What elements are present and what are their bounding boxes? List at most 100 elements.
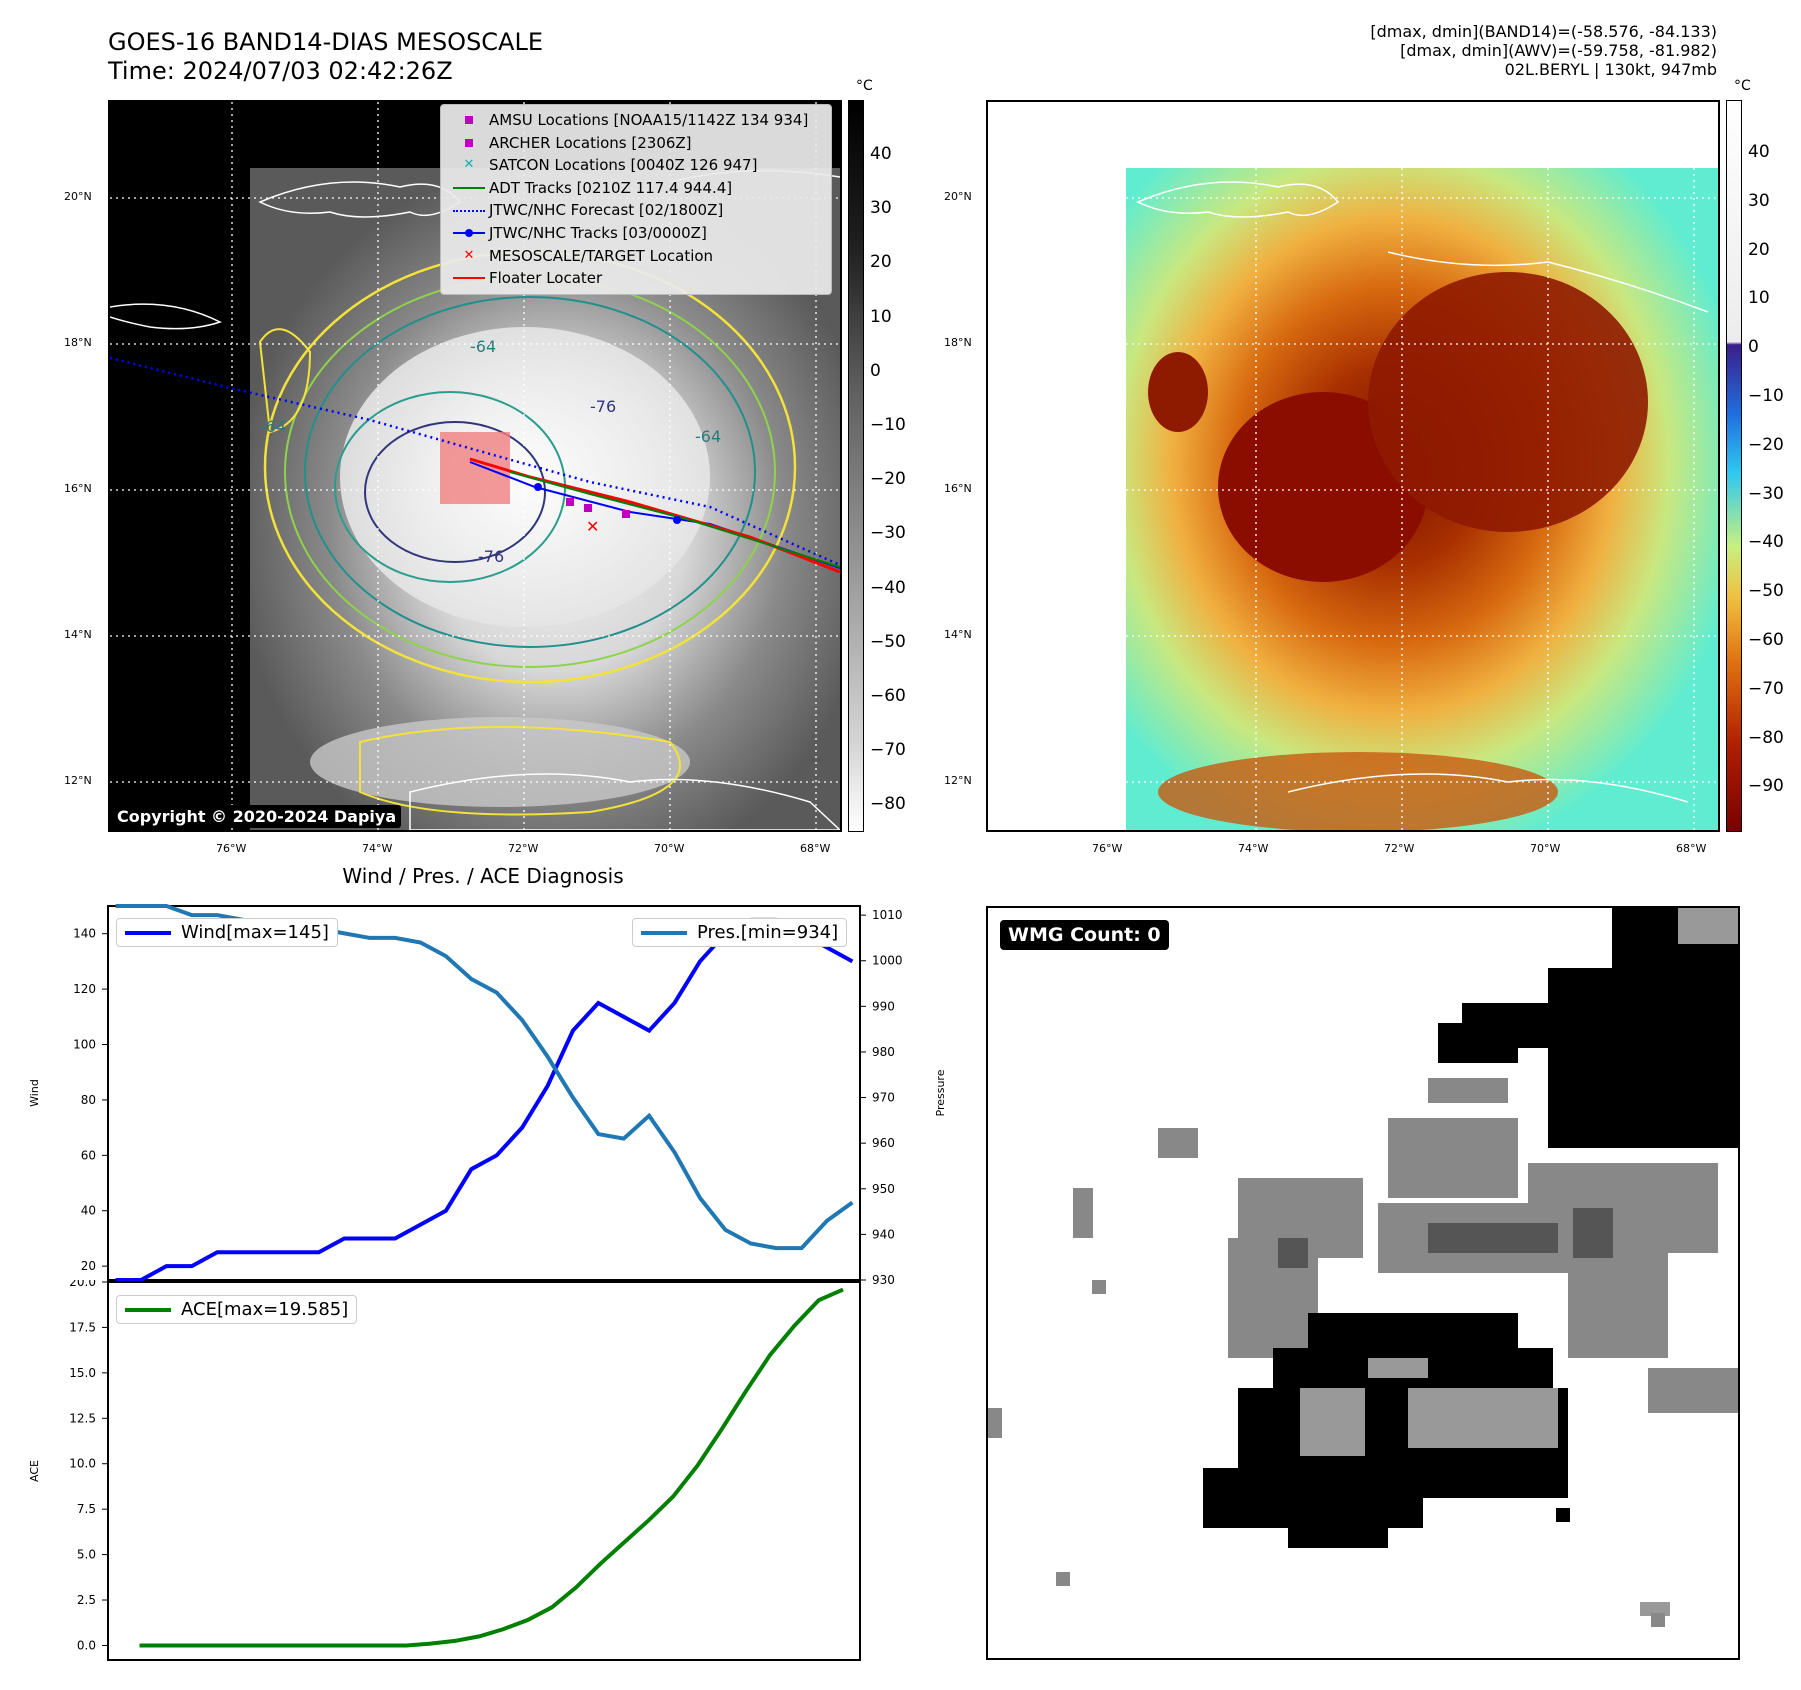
y-axis-label: Wind (28, 1079, 41, 1107)
colorbar-tick: −30 (1748, 483, 1784, 504)
y2-tick-label: 1010 (872, 908, 903, 922)
y2-tick-label: 960 (872, 1136, 895, 1150)
wmg-dark-gray (1278, 1208, 1613, 1268)
cloud-band-south (310, 717, 690, 807)
y-tick-label: 5.0 (77, 1548, 96, 1562)
awv-colorbar-ticks: 40 30 20 10 0 −10 −20 −30 −40 −50 −60 −70 −80 −90 (1748, 0, 1798, 1690)
colorbar-tick: 40 (1748, 142, 1770, 162)
legend-item-nhc-tracks: JTWC/NHC Tracks [03/0000Z] (449, 222, 823, 245)
contour-core (364, 421, 546, 563)
y-tick-label: 100 (73, 1038, 96, 1052)
band14-map: -64 -64 -64 -76 -76 ✕ (108, 100, 842, 832)
ace-legend: ACE[max=19.585] (116, 1295, 358, 1324)
lat-label: 20°N (64, 190, 92, 203)
lon-label: 68°W (800, 842, 831, 855)
colorbar-tick: 0 (870, 360, 881, 381)
y2-tick-label: 950 (872, 1182, 895, 1196)
awv-colorbar (1726, 100, 1742, 832)
colorbar-tick: 0 (1748, 337, 1759, 358)
y-axis-label: ACE (28, 1460, 41, 1482)
lon-label: 72°W (1384, 842, 1415, 855)
legend-item-satcon: ✕ SATCON Locations [0040Z 126 947] (463, 156, 758, 175)
page-title: GOES-16 BAND14-DIAS MESOSCALE Time: 2024… (108, 28, 543, 86)
colorbar-tick: 10 (870, 306, 892, 327)
colorbar-tick: −10 (1748, 386, 1784, 406)
contour-teal (304, 296, 756, 648)
awv-colorbar-unit: °C (1734, 78, 1751, 94)
wmg-small-cells (1056, 1280, 1670, 1627)
y-tick-label: 140 (73, 927, 96, 941)
wmg-gray-in-core (1300, 1358, 1558, 1456)
colorbar-tick: −80 (870, 794, 906, 815)
y-tick-label: 60 (81, 1148, 96, 1162)
copyright-label: Copyright © 2020-2024 Dapiya (112, 805, 402, 828)
y-tick-label: 17.5 (69, 1320, 96, 1334)
y2-axis-label: Pressure (934, 1069, 947, 1116)
colorbar-tick: 30 (1748, 190, 1770, 211)
coastline-south-america (409, 773, 840, 830)
y2-tick-label: 980 (872, 1045, 895, 1059)
lon-label: 76°W (1092, 842, 1123, 855)
colorbar-tick: −40 (1748, 532, 1784, 553)
coastline-jamaica (110, 303, 222, 330)
colorbar-tick: −60 (870, 686, 906, 706)
legend-item-archer: ARCHER Locations [2306Z] (449, 132, 823, 155)
colorbar-tick: 20 (1748, 239, 1770, 260)
y2-tick-label: 970 (872, 1091, 895, 1105)
nhc-track-point (673, 516, 681, 524)
awv-west-cell (1148, 352, 1208, 432)
mesoscale-target-marker: ✕ (586, 517, 599, 536)
colorbar-tick: 20 (870, 252, 892, 273)
contour-label: -64 (695, 427, 721, 446)
lon-label: 76°W (216, 842, 247, 855)
colorbar-tick: 10 (1748, 288, 1770, 309)
y-tick-label: 0.0 (77, 1638, 96, 1652)
colorbar-tick: 40 (870, 144, 892, 164)
colorbar-tick: −40 (870, 577, 906, 598)
archer-marker (584, 504, 592, 512)
awv-coastline-puerto-rico (1387, 251, 1709, 313)
nhc-track-point (534, 483, 542, 491)
y-tick-label: 7.5 (77, 1502, 96, 1516)
awv-band-south (1158, 752, 1558, 830)
pressure-legend-label: Pres.[min=934] (697, 922, 839, 943)
colorbar-tick: −10 (870, 415, 906, 435)
y-tick-label: 10.0 (69, 1457, 96, 1471)
contour-label: -76 (478, 547, 504, 566)
archer-marker (622, 510, 630, 518)
awv-gridlines (988, 102, 1718, 830)
info-line-3: 02L.BERYL | 130kt, 947mb (1504, 60, 1717, 79)
y-tick-label: 2.5 (77, 1593, 96, 1607)
contour-label: -64 (260, 417, 286, 436)
y-tick-label: 80 (81, 1093, 96, 1107)
wmg-gray-top (1678, 908, 1738, 944)
band14-colorbar (848, 100, 864, 832)
wmg-panel: WMG Count: 0 (986, 906, 1740, 1660)
lon-label: 74°W (362, 842, 393, 855)
legend-item-mesoscale: ✕ MESOSCALE/TARGET Location (463, 246, 714, 265)
contour-label: -64 (470, 337, 496, 356)
colorbar-tick: −80 (1748, 727, 1784, 748)
contour-label: -76 (590, 397, 616, 416)
y-tick-label: 12.5 (69, 1411, 96, 1425)
legend-item-adt: ADT Tracks [0210Z 117.4 944.4] (449, 177, 823, 200)
wmg-canvas (988, 908, 1738, 1627)
wmg-gray-middle (988, 1078, 1738, 1438)
lat-label: 12°N (944, 774, 972, 787)
y2-tick-label: 940 (872, 1227, 895, 1241)
amsu-marker (566, 498, 574, 506)
y2-tick-label: 930 (872, 1273, 895, 1287)
ace-chart: 0.0 2.5 5.0 7.5 10.0 12.5 15.0 17.5 20.0 ACE (28, 1280, 861, 1661)
lat-label: 18°N (64, 336, 92, 349)
info-line-2: [dmax, dmin](AWV)=(-59.758, -81.982) (1400, 41, 1717, 60)
lat-label: 20°N (944, 190, 972, 203)
legend-item-amsu: AMSU Locations [NOAA15/1142Z 134 934] (449, 109, 823, 132)
colorbar-unit: °C (856, 78, 873, 94)
band14-colorbar-ticks: 40 30 20 10 0 −10 −20 −30 −40 −50 −60 −70 −80 (870, 0, 930, 1690)
colorbar-tick: −50 (1748, 581, 1784, 602)
info-block: [dmax, dmin](BAND14)=(-58.576, -84.133) … (1117, 22, 1717, 79)
awv-map-canvas (988, 102, 1718, 830)
lat-label: 16°N (944, 482, 972, 495)
forecast-track (110, 356, 840, 567)
lon-label: 70°W (654, 842, 685, 855)
